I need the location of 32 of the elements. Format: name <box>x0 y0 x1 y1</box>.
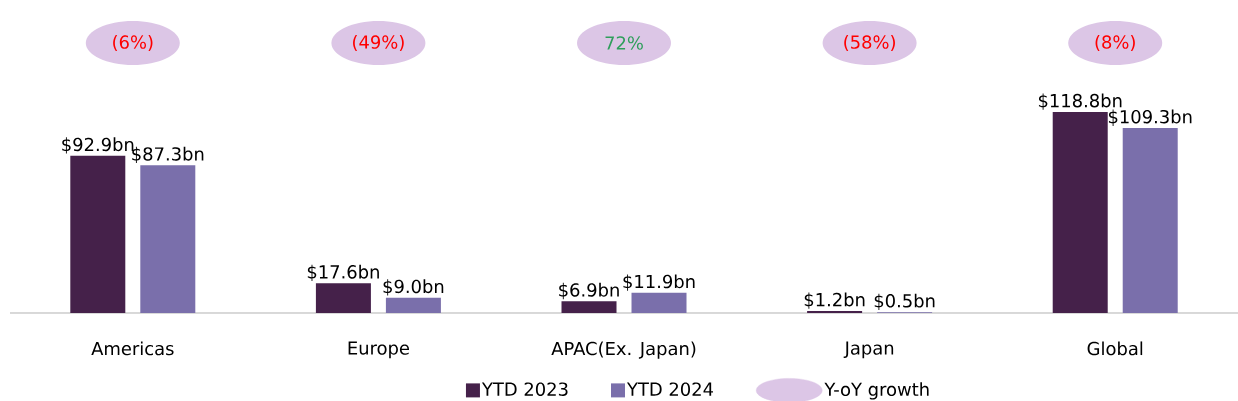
data-label: $109.3bn <box>1108 109 1192 126</box>
bar <box>140 165 196 313</box>
x-tick-label: Americas <box>91 341 174 356</box>
bar <box>385 297 441 313</box>
text: (58%) <box>844 35 895 51</box>
x-tick-label: Europe <box>348 341 410 359</box>
data-label: $87.3bn <box>132 146 204 164</box>
data-label: $6.9bn <box>559 282 619 300</box>
x-tick-label: Japan <box>843 341 894 359</box>
data-label: $1.2bn <box>804 292 865 309</box>
bar <box>70 155 126 313</box>
bar <box>1122 128 1178 313</box>
text: (8%) <box>1095 35 1135 51</box>
bar <box>631 292 687 313</box>
bar <box>1052 112 1108 313</box>
data-label: $0.5bn <box>874 293 935 310</box>
bar <box>561 301 617 313</box>
data-label: $118.8bn <box>1038 93 1122 110</box>
text: (49%) <box>353 35 404 51</box>
legend-label: YTD 2024 <box>626 382 714 396</box>
bar <box>807 310 863 313</box>
text: Y-oY growth <box>824 382 929 400</box>
text: 72% <box>605 36 643 50</box>
data-label: $9.0bn <box>383 279 444 296</box>
legend-label: YTD 2023 <box>481 382 568 396</box>
text: (6%) <box>113 35 153 51</box>
x-tick-label: Global <box>1087 341 1143 356</box>
data-label: $11.9bn <box>623 274 695 291</box>
x-tick-label: APAC(Ex. Japan) <box>551 341 696 359</box>
data-label: $17.6bn <box>307 264 379 282</box>
data-label: $92.9bn <box>62 137 134 154</box>
bar <box>315 283 371 313</box>
